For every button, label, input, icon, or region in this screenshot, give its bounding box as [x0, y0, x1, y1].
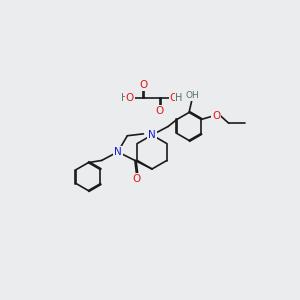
Text: N: N: [114, 147, 122, 157]
Text: O: O: [212, 111, 220, 121]
Text: O: O: [133, 173, 141, 184]
Text: H: H: [121, 93, 129, 103]
Text: O: O: [140, 80, 148, 90]
Text: OH: OH: [185, 91, 199, 100]
Text: H: H: [175, 93, 183, 103]
Text: O: O: [170, 93, 178, 103]
Text: O: O: [126, 93, 134, 103]
Text: O: O: [156, 106, 164, 116]
Text: N: N: [148, 130, 156, 140]
